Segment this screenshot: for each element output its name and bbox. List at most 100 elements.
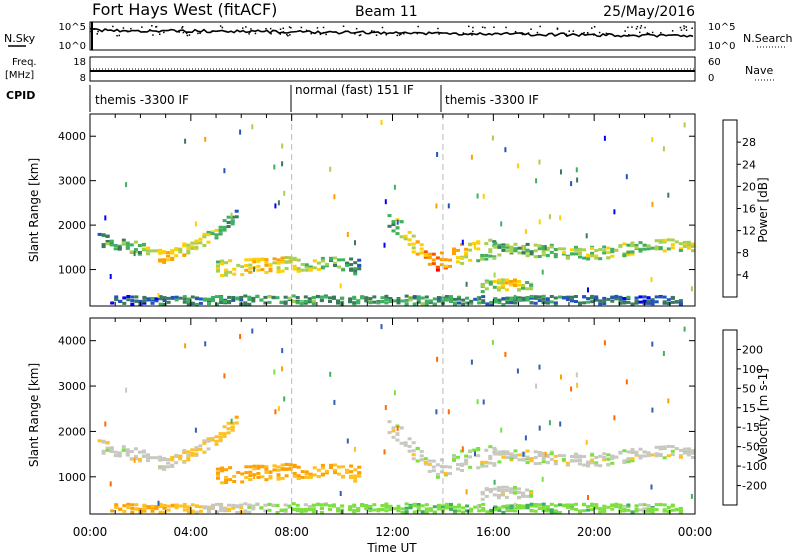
power-cell [348, 300, 353, 304]
velocity-cell [273, 369, 276, 375]
power-cell [264, 271, 269, 274]
power-cell [489, 301, 494, 305]
velocity-cell [345, 468, 350, 472]
velocity-cell [109, 446, 114, 450]
search-count-dot [624, 30, 626, 32]
power-cell [453, 297, 457, 301]
power-cell [244, 264, 249, 267]
velocity-cell [575, 372, 578, 378]
velocity-cell [411, 453, 416, 457]
velocity-y-tick-label: 3000 [58, 380, 86, 393]
velocity-cell [525, 455, 530, 459]
velocity-cell [650, 507, 655, 511]
velocity-cell [186, 456, 191, 460]
search-count-dot [126, 30, 129, 33]
power-cell [274, 203, 277, 209]
velocity-cell [448, 465, 452, 469]
velocity-cell [260, 475, 265, 479]
velocity-cell [277, 406, 280, 412]
power-cell [141, 247, 146, 251]
velocity-cell [541, 502, 546, 506]
cpid-panel: CPID themis -3300 IF normal (fast) 151 I… [6, 83, 539, 112]
velocity-cell [222, 425, 227, 429]
velocity-cell [602, 455, 607, 459]
power-cell [443, 264, 448, 268]
power-cell [435, 203, 438, 209]
velocity-cell [274, 409, 277, 415]
search-count-dot [152, 34, 154, 36]
power-cell [493, 241, 498, 245]
velocity-cell [691, 456, 695, 459]
velocity-cell [356, 507, 361, 511]
power-cell [303, 295, 308, 299]
velocity-cell [372, 503, 377, 507]
power-cell [533, 296, 538, 300]
power-cell [162, 298, 167, 302]
velocity-cell [364, 506, 369, 510]
velocity-cell [606, 457, 611, 461]
power-cell [602, 249, 607, 253]
velocity-cell [267, 508, 272, 512]
velocity-cell [210, 438, 215, 442]
power-cell [372, 300, 377, 304]
power-cell [670, 238, 675, 242]
velocity-cell [424, 503, 429, 507]
velocity-cell [303, 507, 308, 511]
power-cell [264, 258, 269, 262]
power-cell [497, 298, 502, 302]
search-count-dot [282, 27, 284, 29]
power-cell [553, 253, 558, 256]
power-cell [337, 258, 341, 262]
velocity-cell [444, 505, 449, 509]
search-count-dot [583, 32, 585, 34]
search-count-dot [242, 27, 244, 29]
power-cell [247, 295, 252, 299]
velocity-cell [432, 505, 437, 509]
power-cell [311, 295, 316, 299]
power-cell [114, 295, 119, 299]
power-cell [122, 301, 127, 305]
power-cell [228, 270, 233, 274]
power-cell [353, 269, 358, 273]
power-cell [419, 247, 424, 251]
velocity-cell [484, 494, 489, 498]
power-cell [598, 302, 603, 306]
velocity-cell [117, 454, 122, 458]
power-cell [544, 245, 547, 251]
velocity-cell [154, 456, 158, 460]
power-cell [320, 265, 325, 269]
power-cell [142, 295, 147, 299]
power-cell [121, 241, 126, 245]
power-cell [561, 247, 566, 251]
power-cell [288, 256, 293, 260]
velocity-cell [488, 455, 493, 458]
velocity-cell [436, 507, 441, 511]
velocity-cell [651, 341, 654, 347]
velocity-cell [553, 459, 558, 463]
velocity-colorbar-label: Velocity [m s-1] [756, 368, 770, 462]
power-cell [239, 298, 244, 302]
velocity-cell [590, 461, 595, 465]
power-cell [186, 300, 191, 304]
velocity-cell [320, 466, 325, 470]
power-cell [328, 300, 332, 303]
search-count-dot [118, 34, 120, 37]
power-cell [529, 286, 534, 290]
velocity-cell [178, 454, 183, 458]
velocity-cell [448, 472, 452, 476]
velocity-cell [300, 475, 305, 479]
velocity-cell [408, 506, 413, 510]
velocity-cell [174, 503, 179, 507]
velocity-cell [391, 435, 396, 439]
power-cell [575, 167, 578, 173]
velocity-cell [232, 480, 237, 483]
search-tick-bottom: 10^0 [708, 41, 735, 52]
power-cell [521, 298, 526, 302]
power-cell [198, 241, 203, 245]
velocity-cell [484, 460, 489, 464]
velocity-cell [435, 409, 438, 415]
power-cell [642, 247, 647, 251]
velocity-cell [182, 505, 187, 509]
velocity-cell [141, 454, 146, 458]
